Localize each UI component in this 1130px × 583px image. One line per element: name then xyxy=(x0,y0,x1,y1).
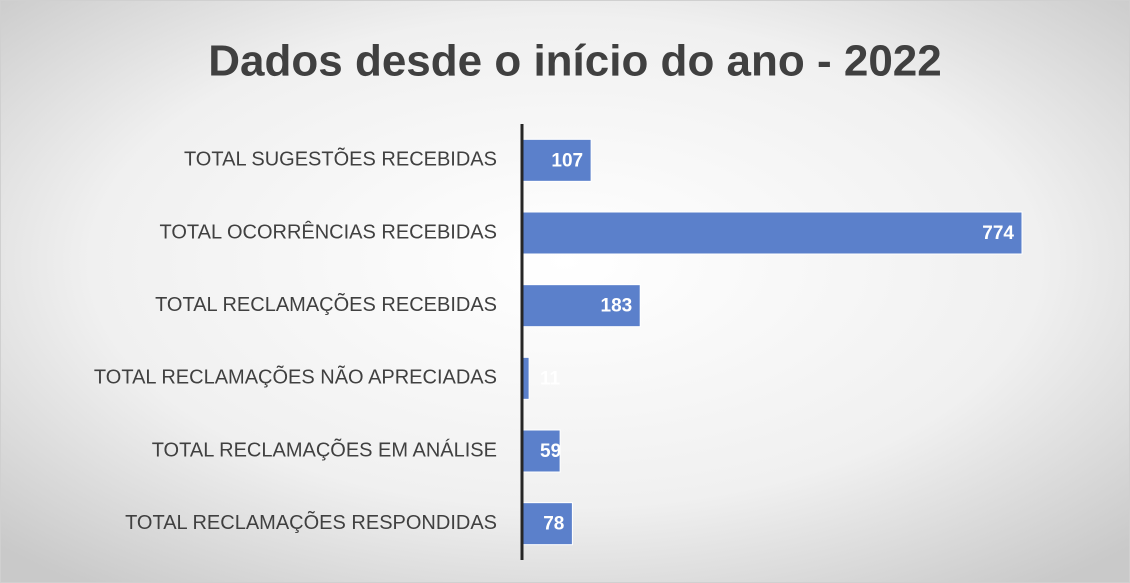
data-label: 78 xyxy=(543,514,564,535)
data-label: 11 xyxy=(540,368,561,389)
bar xyxy=(521,138,592,182)
y-tick-label: TOTAL OCORRÊNCIAS RECEBIDAS xyxy=(160,220,497,243)
y-tick-label: TOTAL RECLAMAÇÕES RESPONDIDAS xyxy=(125,510,497,534)
bar xyxy=(521,211,1023,255)
y-tick-label: TOTAL SUGESTÕES RECEBIDAS xyxy=(184,147,497,171)
bar xyxy=(521,502,573,546)
chart-title: Dados desde o início do ano - 2022 xyxy=(208,37,942,86)
y-tick-label: TOTAL RECLAMAÇÕES EM ANÁLISE xyxy=(152,437,497,461)
data-label: 107 xyxy=(551,150,583,171)
bar xyxy=(521,284,641,328)
y-tick-label: TOTAL RECLAMAÇÕES RECEBIDAS xyxy=(155,292,497,316)
data-label: 774 xyxy=(982,223,1014,244)
bar xyxy=(521,429,561,473)
y-tick-label: TOTAL RECLAMAÇÕES NÃO APRECIADAS xyxy=(94,365,497,389)
data-label: 183 xyxy=(601,296,633,317)
data-label: 59 xyxy=(540,441,561,462)
